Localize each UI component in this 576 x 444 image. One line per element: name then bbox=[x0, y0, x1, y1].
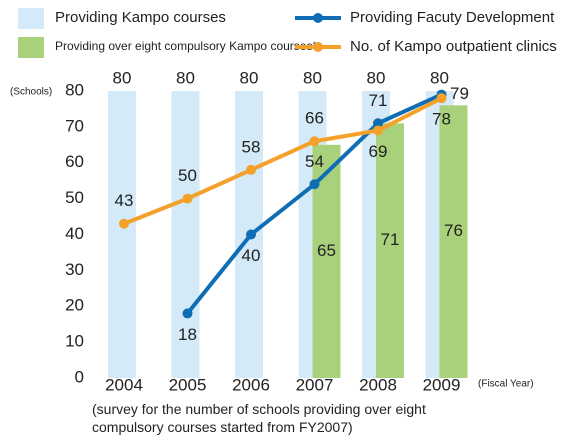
y-tick-label: 0 bbox=[75, 367, 84, 386]
point bbox=[309, 179, 320, 190]
data-label: 18 bbox=[178, 325, 197, 344]
data-label: 80 bbox=[113, 68, 132, 87]
point bbox=[436, 93, 447, 104]
data-label: 80 bbox=[303, 68, 322, 87]
bar bbox=[171, 91, 200, 378]
legend-dot bbox=[313, 42, 323, 52]
data-label: 40 bbox=[242, 246, 261, 265]
point bbox=[373, 125, 383, 136]
x-tick-label: 2009 bbox=[423, 375, 461, 394]
legend-label: Providing over eight compulsory Kampo co… bbox=[55, 39, 317, 53]
data-label: 80 bbox=[367, 68, 386, 87]
data-label: 43 bbox=[115, 191, 134, 210]
legend-dot bbox=[313, 13, 323, 23]
data-label: 71 bbox=[369, 91, 388, 110]
data-label: 80 bbox=[176, 68, 195, 87]
data-label: 54 bbox=[305, 152, 324, 171]
bar bbox=[108, 91, 136, 378]
x-tick-label: 2006 bbox=[232, 375, 270, 394]
bar bbox=[439, 105, 468, 378]
legend-swatch bbox=[18, 8, 44, 29]
point bbox=[246, 164, 256, 175]
data-label: 71 bbox=[381, 230, 400, 249]
data-label: 50 bbox=[178, 166, 197, 185]
legend-label: Providing Facuty Development bbox=[350, 9, 555, 26]
point bbox=[182, 193, 193, 204]
y-tick-label: 10 bbox=[65, 332, 84, 351]
x-tick-label: 2007 bbox=[296, 375, 334, 394]
point bbox=[373, 118, 383, 129]
data-label: 76 bbox=[444, 221, 463, 240]
point bbox=[182, 308, 193, 319]
data-label: 65 bbox=[317, 241, 336, 260]
data-label: 79 bbox=[450, 84, 469, 103]
legend-label: No. of Kampo outpatient clinics bbox=[350, 38, 557, 55]
x-tick-label: 2004 bbox=[105, 375, 143, 394]
y-tick-label: 60 bbox=[65, 152, 84, 171]
data-label: 58 bbox=[242, 137, 261, 156]
x-axis-label: (Fiscal Year) bbox=[478, 379, 534, 390]
point bbox=[309, 136, 320, 147]
point bbox=[246, 229, 256, 240]
legend-swatch bbox=[18, 37, 44, 58]
bar bbox=[376, 123, 404, 378]
y-tick-label: 40 bbox=[65, 224, 84, 243]
data-label: 80 bbox=[240, 68, 259, 87]
x-tick-label: 2005 bbox=[169, 375, 207, 394]
y-axis-label: (Schools) bbox=[10, 87, 52, 98]
y-tick-label: 30 bbox=[65, 260, 84, 279]
y-tick-label: 50 bbox=[65, 188, 84, 207]
legend-label: Providing Kampo courses bbox=[55, 9, 226, 26]
y-tick-label: 80 bbox=[65, 80, 84, 99]
x-tick-label: 2008 bbox=[359, 375, 397, 394]
note: (survey for the number of schools provid… bbox=[92, 401, 426, 435]
data-label: 78 bbox=[432, 110, 451, 129]
data-label: 69 bbox=[369, 142, 388, 161]
line bbox=[123, 96, 443, 226]
point bbox=[119, 218, 129, 229]
y-tick-label: 70 bbox=[65, 116, 84, 135]
data-label: 80 bbox=[430, 68, 449, 87]
data-label: 66 bbox=[305, 109, 324, 128]
y-tick-label: 20 bbox=[65, 296, 84, 315]
